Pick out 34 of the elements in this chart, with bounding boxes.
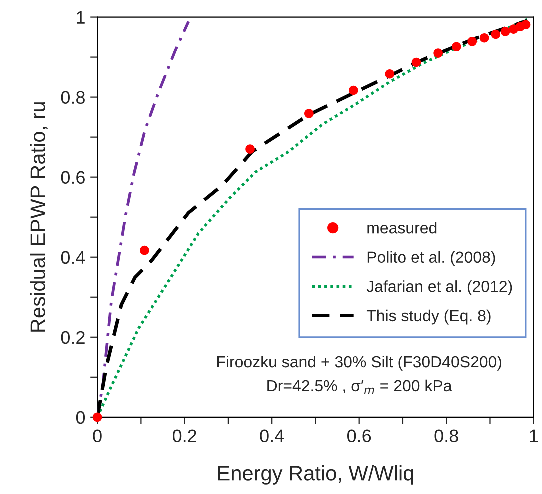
- point: [434, 48, 443, 58]
- x-tick-label: 0.2: [172, 430, 196, 442]
- x-tick-label: 0: [93, 430, 102, 442]
- legend-label: measured: [368, 222, 437, 234]
- y-tick-label: 1: [77, 11, 85, 24]
- point: [452, 42, 462, 52]
- point: [412, 58, 422, 68]
- point: [304, 109, 314, 118]
- annotation: Dr=42.5% , σ′$_{m}$ = 200 kPa: [268, 380, 452, 394]
- legend-label: Jafarian et al. (2012): [366, 280, 512, 296]
- point: [480, 33, 490, 43]
- y-tick-label: 0: [76, 411, 86, 424]
- point: [500, 27, 510, 36]
- x-axis-title: Energy Ratio, W/Wliq: [218, 466, 414, 485]
- x-tick-label: 0.8: [434, 430, 458, 442]
- point: [385, 69, 395, 79]
- y-tick-label: 0.2: [61, 331, 85, 344]
- point: [491, 30, 501, 40]
- annotation: Firoozku sand + 30% Silt (F30D40S200): [218, 356, 502, 371]
- y-axis-title: Residual EPWP Ratio, ru: [30, 102, 48, 332]
- y-tick-label: 0.4: [61, 251, 86, 264]
- point: [140, 246, 150, 256]
- x-tick-label: 1: [530, 430, 538, 442]
- point: [92, 412, 102, 422]
- legend-label: This study (Eq. 8): [366, 310, 491, 325]
- point: [349, 86, 358, 96]
- y-tick-label: 0.6: [61, 171, 85, 184]
- point: [521, 20, 531, 30]
- point: [246, 144, 255, 154]
- point: [468, 37, 478, 46]
- x-tick-label: 0.4: [260, 430, 284, 442]
- y-tick-label: 0.8: [61, 91, 85, 104]
- x-tick-label: 0.6: [348, 430, 372, 442]
- legend-label: Polito et al. (2008): [368, 251, 496, 266]
